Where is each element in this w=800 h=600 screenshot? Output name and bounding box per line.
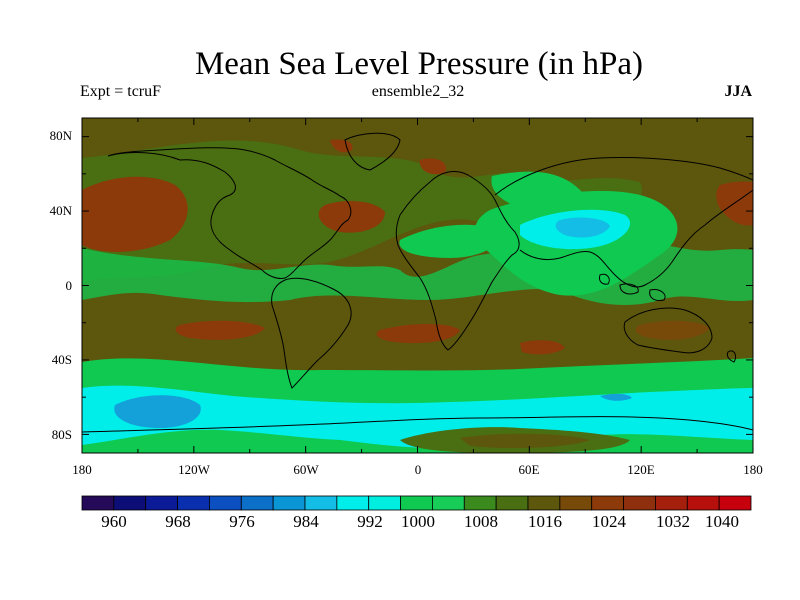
colorbar-swatch	[463, 495, 497, 511]
ensemble-label: ensemble2_32	[371, 83, 465, 100]
season-label: JJA	[724, 83, 752, 100]
lat-tick-label: 40N	[50, 203, 73, 218]
colorbar-swatch	[495, 495, 529, 511]
colorbar-label: 1008	[464, 512, 498, 531]
lat-tick-label: 80S	[52, 427, 72, 442]
colorbar-swatch	[400, 495, 433, 511]
colorbar-label: 1024	[592, 512, 627, 531]
lon-tick-label: 180	[743, 462, 763, 477]
colorbar-swatch	[591, 495, 624, 511]
colorbar-label: 960	[101, 512, 127, 531]
map-title: Mean Sea Level Pressure (in hPa)	[194, 46, 644, 82]
lon-axis: 180 120W 60W 0 60E 120E 180	[72, 462, 763, 477]
lat-axis: 80N 40N 0 40S 80S	[50, 128, 73, 442]
colorbar-label: 1016	[528, 512, 562, 531]
colorbar-label: 992	[357, 512, 383, 531]
coastlines	[82, 132, 753, 433]
colorbar-swatch	[336, 495, 370, 511]
colorbar	[81, 495, 752, 511]
colorbar-label: 1032	[656, 512, 690, 531]
colorbar-swatch	[623, 495, 656, 511]
colorbar-swatch	[432, 495, 465, 511]
colorbar-swatch	[272, 495, 306, 511]
colorbar-swatch	[655, 495, 688, 511]
lon-tick-label: 60W	[293, 462, 319, 477]
colorbar-swatch	[718, 495, 752, 511]
pressure-field	[82, 118, 753, 453]
colorbar-label: 968	[165, 512, 191, 531]
lon-tick-label: 180	[72, 462, 92, 477]
colorbar-swatch	[145, 495, 178, 511]
lat-tick-label: 80N	[50, 128, 73, 143]
lat-tick-label: 40S	[52, 352, 72, 367]
colorbar-label: 1040	[705, 512, 739, 531]
colorbar-label: 984	[293, 512, 319, 531]
lon-tick-label: 0	[415, 462, 422, 477]
axis-ticks	[81, 118, 754, 453]
colorbar-swatch	[113, 495, 147, 511]
colorbar-swatch	[527, 495, 561, 511]
colorbar-swatch	[368, 495, 401, 511]
colorbar-swatch	[559, 495, 593, 511]
colorbar-swatch	[686, 495, 720, 511]
lon-tick-label: 60E	[519, 462, 540, 477]
colorbar-swatch	[240, 495, 274, 511]
colorbar-swatch	[209, 495, 242, 511]
colorbar-label: 976	[229, 512, 255, 531]
experiment-label: Expt = tcruF	[80, 83, 162, 100]
colorbar-swatch	[304, 495, 338, 511]
lat-tick-label: 0	[66, 278, 73, 293]
colorbar-label: 1000	[401, 512, 435, 531]
lon-tick-label: 120W	[178, 462, 211, 477]
lon-tick-label: 120E	[627, 462, 655, 477]
colorbar-swatch	[81, 495, 115, 511]
colorbar-labels: 960 968 976 984 992 1000 1008 1016 1024 …	[101, 512, 739, 531]
colorbar-swatch	[177, 495, 210, 511]
